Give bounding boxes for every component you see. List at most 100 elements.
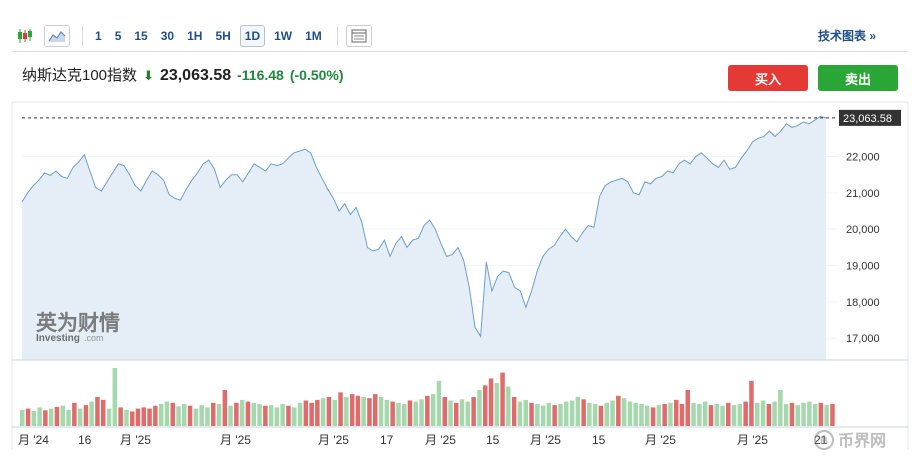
watermark-text: 英为财情 [36, 311, 120, 335]
interval-1w[interactable]: 1W [274, 28, 293, 43]
volume-bar [228, 405, 233, 426]
interval-1h[interactable]: 1H [187, 28, 203, 43]
volume-bar [378, 397, 384, 426]
x-tick-label: 月 '24 [18, 433, 49, 447]
volume-bar [789, 402, 795, 426]
interval-1m[interactable]: 1M [305, 28, 322, 43]
volume-bar [471, 397, 476, 426]
volume-bar [135, 408, 141, 426]
volume-bar [778, 390, 783, 426]
volume-bar [697, 404, 702, 426]
volume-bar [355, 395, 361, 426]
y-tick-label: 17,000 [846, 333, 880, 345]
price-change-pct: (-0.50%) [289, 67, 344, 83]
volume-bar [749, 380, 754, 426]
candlestick-icon[interactable] [12, 25, 38, 47]
volume-bar [326, 397, 332, 426]
volume-bar [662, 404, 667, 426]
quote-header: 纳斯达克100指数 ⬇ 23,063.58 -116.48 (-0.50%) [22, 64, 344, 85]
volume-bar [413, 401, 418, 426]
volume-bar [575, 397, 581, 426]
volume-bar [494, 383, 500, 426]
watermark-sub: Investing [36, 333, 80, 344]
volume-bar [222, 390, 228, 426]
volume-bar [592, 404, 598, 426]
svg-text:23,063.58: 23,063.58 [843, 113, 892, 125]
volume-bar [332, 399, 337, 426]
volume-bar [633, 402, 638, 426]
volume-bar [546, 402, 552, 426]
volume-bar [627, 401, 633, 426]
volume-bar [199, 405, 204, 426]
volume-bar [292, 407, 297, 426]
interval-15min[interactable]: 15 [134, 28, 148, 43]
x-tick-label: 15 [486, 433, 500, 447]
chart-toolbar: 1 5 15 30 1H 5H 1D 1W 1M 技术图表 » [12, 20, 908, 52]
volume-bar [48, 408, 54, 426]
volume-bar [645, 405, 650, 426]
volume-bar [766, 404, 772, 426]
volume-bar [83, 405, 89, 426]
volume-bar [402, 404, 407, 426]
volume-bar [691, 402, 696, 426]
volume-bar [569, 400, 575, 426]
volume-bar [830, 404, 835, 426]
volume-bar [425, 395, 430, 426]
y-tick-label: 21,000 [846, 188, 880, 200]
index-name: 纳斯达克100指数 [22, 67, 138, 84]
volume-bar [390, 401, 395, 426]
watermark-sub2: .com [84, 333, 104, 343]
volume-bar [500, 372, 505, 426]
interval-5h[interactable]: 5H [215, 28, 231, 43]
volume-bar [720, 405, 725, 426]
volume-bar [72, 402, 77, 426]
volume-bar [454, 402, 459, 426]
interval-5min[interactable]: 5 [114, 28, 122, 43]
volume-bar [274, 407, 280, 426]
volume-bar [430, 394, 436, 426]
x-tick-label: 16 [78, 433, 92, 447]
volume-bar [755, 402, 760, 426]
volume-bar [320, 398, 326, 426]
volume-bar [37, 407, 42, 426]
volume-bar [158, 404, 164, 426]
area-chart-icon[interactable] [44, 24, 70, 47]
sell-button[interactable]: 卖出 [818, 65, 898, 91]
y-tick-label: 18,000 [846, 297, 880, 309]
volume-bar [349, 394, 355, 426]
volume-bar [170, 402, 175, 426]
layout-icon[interactable] [345, 24, 372, 47]
price-line [21, 115, 827, 338]
volume-bar [587, 402, 592, 426]
volume-bar [488, 378, 494, 426]
price-change: -116.48 [237, 67, 284, 83]
last-price-tag: 23,063.58 [839, 109, 901, 126]
volume-bar [604, 402, 609, 426]
volume-bar [442, 397, 447, 426]
x-tick-label: 17 [380, 433, 394, 447]
volume-bar [77, 408, 83, 426]
volume-bar [384, 399, 390, 426]
volume-bar [106, 408, 112, 426]
volume-bar [581, 399, 586, 426]
tech-chart-link[interactable]: 技术图表 » [817, 29, 876, 43]
volume-bar [31, 410, 37, 426]
volume-bar [714, 404, 719, 426]
volume-bar [731, 405, 737, 426]
x-tick-label: 15 [592, 433, 606, 447]
volume-bar [818, 402, 824, 426]
interval-1min[interactable]: 1 [95, 28, 102, 43]
volume-bar [564, 401, 569, 426]
volume-bar [535, 404, 540, 426]
interval-1d[interactable]: 1D [239, 24, 266, 47]
volume-bar [668, 402, 673, 426]
volume-bar [268, 405, 274, 426]
volume-bar [147, 408, 152, 426]
volume-bar [529, 402, 534, 426]
volume-bar [315, 399, 320, 426]
volume-bar [801, 402, 806, 426]
volume-bar [367, 398, 372, 426]
buy-button[interactable]: 买入 [728, 65, 808, 91]
interval-30min[interactable]: 30 [160, 28, 175, 43]
